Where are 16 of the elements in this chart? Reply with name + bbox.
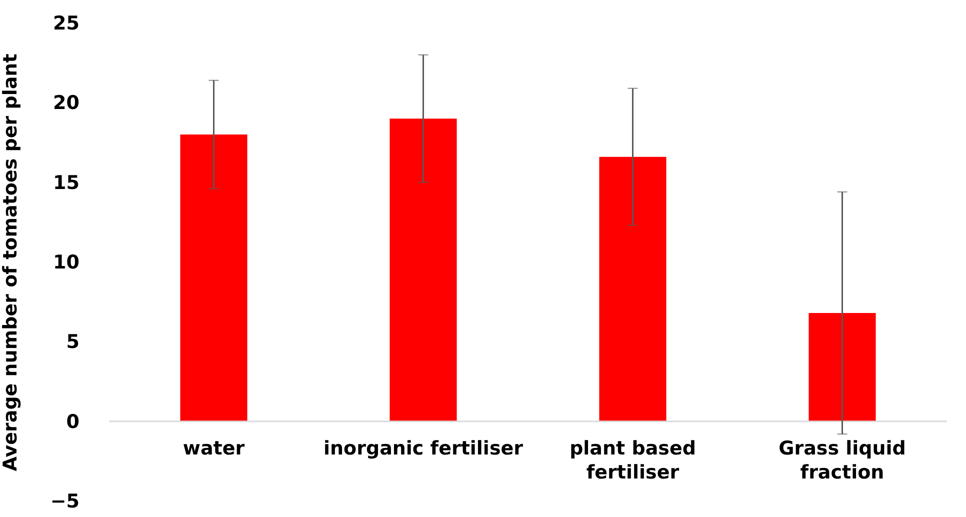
y-axis-title: Average number of tomatoes per plant [0,54,22,472]
y-tick-label: 20 [53,92,80,114]
y-tick-label: 0 [66,410,80,433]
y-tick-label: −5 [50,490,80,512]
x-tick-label: Grass liquid fraction [778,438,906,484]
bar [599,156,666,422]
x-tick-label: plant based fertiliser [570,438,696,484]
y-tick-label: 10 [53,252,80,274]
bar [808,312,876,422]
x-tick-label: inorganic fertiliser [323,438,524,460]
x-tick-label: water [182,438,246,460]
bar [390,118,457,422]
y-tick-label: 15 [53,172,80,194]
bar [180,134,248,422]
y-tick-label: 5 [66,331,80,354]
y-tick-label: 25 [53,12,80,34]
